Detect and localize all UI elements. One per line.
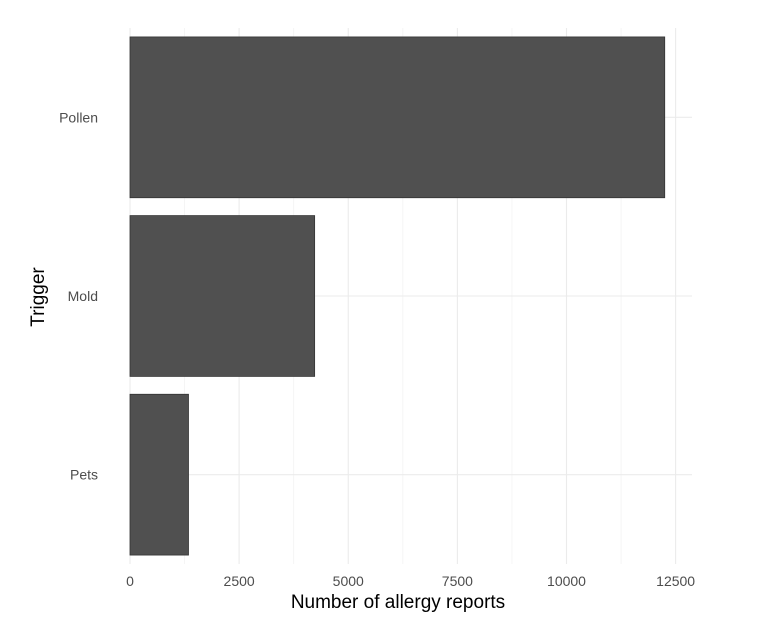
y-tick-label-pollen: Pollen [59,109,98,125]
x-tick-label: 12500 [656,573,695,589]
x-tick-label: 7500 [442,573,473,589]
bar-mold [129,215,316,377]
x-axis-title: Number of allergy reports [291,592,505,613]
y-axis-ticks: Pollen Mold Pets [59,109,98,482]
y-axis-title: Trigger [28,267,49,327]
x-axis-ticks: 0 2500 5000 7500 10000 12500 [126,573,695,589]
x-tick-label: 10000 [547,573,586,589]
bar-pollen [129,36,666,199]
bars [129,36,666,556]
x-tick-label: 2500 [224,573,255,589]
y-tick-label-mold: Mold [68,288,98,304]
x-tick-label: 5000 [333,573,364,589]
y-tick-label-pets: Pets [70,467,98,483]
bar-pets [129,393,189,556]
x-tick-label: 0 [126,573,134,589]
